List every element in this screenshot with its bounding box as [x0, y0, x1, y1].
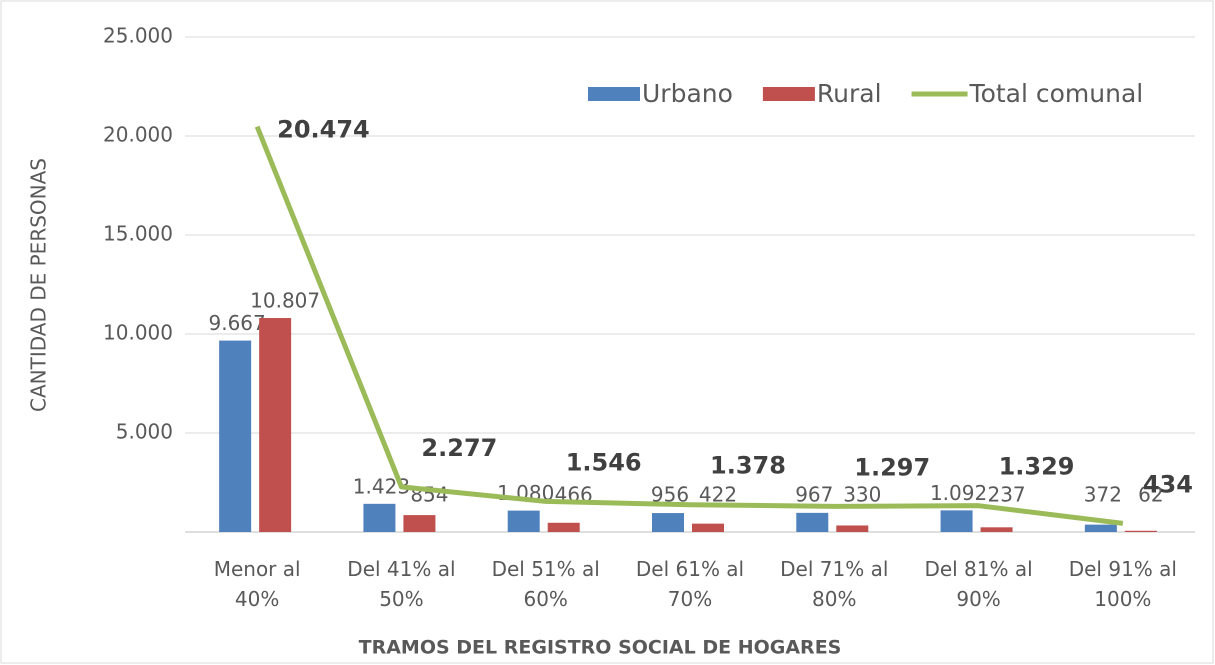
- y-tick-label: 25.000: [103, 24, 173, 48]
- x-tick-line: Del 51% al: [492, 557, 600, 581]
- legend-swatch: [588, 87, 640, 101]
- data-label: 434: [1143, 470, 1193, 498]
- bar: [796, 512, 829, 532]
- x-axis-label: TRAMOS DEL REGISTRO SOCIAL DE HOGARES: [359, 637, 842, 659]
- y-tick-label: 20.000: [103, 123, 173, 147]
- y-axis-label: CANTIDAD DE PERSONAS: [27, 158, 51, 412]
- data-label: 2.277: [421, 434, 497, 462]
- x-tick-line: Del 81% al: [924, 557, 1032, 581]
- bar: [403, 515, 436, 532]
- bar: [836, 525, 869, 532]
- data-label: 20.474: [277, 116, 370, 144]
- legend-label: Urbano: [642, 79, 733, 108]
- legend-swatch: [762, 87, 815, 101]
- x-tick-line: 80%: [812, 587, 856, 611]
- x-tick-line: Del 91% al: [1069, 557, 1177, 581]
- bar: [692, 523, 724, 532]
- legend-label: Rural: [817, 79, 882, 108]
- bar: [259, 318, 292, 532]
- bar: [547, 522, 580, 532]
- x-tick-line: 50%: [379, 587, 423, 611]
- x-tick-line: Menor al: [214, 557, 301, 581]
- data-label: 1.378: [710, 452, 786, 480]
- data-label: 330: [843, 483, 881, 507]
- y-tick-label: 15.000: [103, 222, 173, 246]
- x-tick-line: Del 41% al: [347, 557, 455, 581]
- y-tick-label: 10.000: [103, 321, 173, 345]
- data-label: 62: [1138, 483, 1163, 507]
- legend-label: Total comunal: [969, 79, 1144, 108]
- bar: [219, 340, 252, 532]
- data-label: 10.807: [250, 289, 320, 313]
- x-tick-label: Del 61% al 70%: [636, 557, 744, 611]
- x-tick-line: 60%: [523, 587, 567, 611]
- x-tick-line: 90%: [956, 587, 1000, 611]
- x-tick-label: Del 71% al 80%: [780, 557, 888, 611]
- bar: [1084, 524, 1117, 532]
- data-label: 9.667: [209, 311, 266, 335]
- x-tick-label: Del 51% al 60%: [492, 557, 600, 611]
- data-label: 1.297: [854, 453, 930, 481]
- data-label: 1.092: [930, 481, 987, 505]
- data-label: 237: [987, 483, 1025, 507]
- x-tick-line: 40%: [235, 587, 279, 611]
- bar: [507, 510, 540, 532]
- x-tick-label: Del 91% al 100%: [1069, 557, 1177, 611]
- data-label: 1.329: [999, 453, 1075, 481]
- x-tick-line: 70%: [668, 587, 712, 611]
- x-tick-label: Del 41% al 50%: [347, 557, 455, 611]
- data-label: 372: [1084, 483, 1122, 507]
- data-label: 967: [795, 483, 833, 507]
- bar: [980, 527, 1013, 532]
- x-tick-label: Menor al 40%: [214, 557, 301, 611]
- y-tick-label: 5.000: [116, 420, 173, 444]
- x-tick-line: Del 71% al: [780, 557, 888, 581]
- x-tick-line: Del 61% al: [636, 557, 744, 581]
- bar: [363, 503, 396, 532]
- data-label: 1.546: [566, 448, 642, 476]
- bar: [1124, 530, 1157, 532]
- line: [254, 125, 1124, 526]
- x-tick-line: 100%: [1094, 587, 1151, 611]
- bar: [940, 510, 973, 532]
- x-tick-label: Del 81% al 90%: [924, 557, 1032, 611]
- bar: [652, 513, 684, 532]
